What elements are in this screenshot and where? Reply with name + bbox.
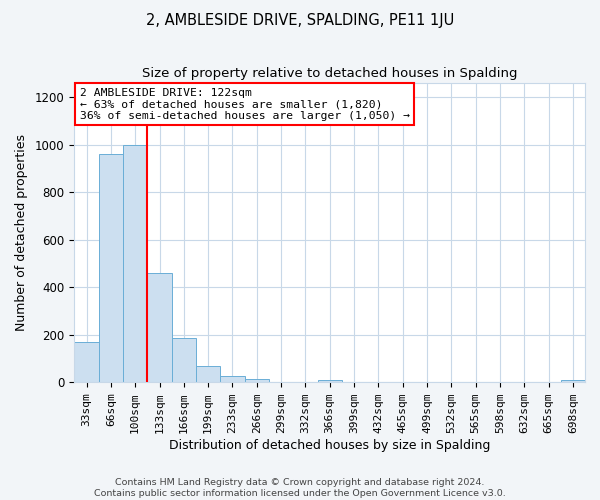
Bar (148, 273, 172, 382)
Y-axis label: Number of detached properties: Number of detached properties (15, 134, 28, 331)
Bar (245, 379, 269, 382)
Bar (196, 366, 220, 382)
X-axis label: Distribution of detached houses by size in Spalding: Distribution of detached houses by size … (169, 440, 490, 452)
Bar (317, 380, 342, 382)
Text: Contains HM Land Registry data © Crown copyright and database right 2024.
Contai: Contains HM Land Registry data © Crown c… (94, 478, 506, 498)
Title: Size of property relative to detached houses in Spalding: Size of property relative to detached ho… (142, 68, 517, 80)
Text: 2 AMBLESIDE DRIVE: 122sqm
← 63% of detached houses are smaller (1,820)
36% of se: 2 AMBLESIDE DRIVE: 122sqm ← 63% of detac… (80, 88, 410, 120)
Bar (172, 338, 196, 382)
Bar (99, 154, 123, 382)
Text: 2, AMBLESIDE DRIVE, SPALDING, PE11 1JU: 2, AMBLESIDE DRIVE, SPALDING, PE11 1JU (146, 12, 454, 28)
Bar (560, 380, 585, 382)
Bar (220, 376, 245, 382)
Bar (123, 145, 148, 382)
Bar (74, 342, 99, 382)
